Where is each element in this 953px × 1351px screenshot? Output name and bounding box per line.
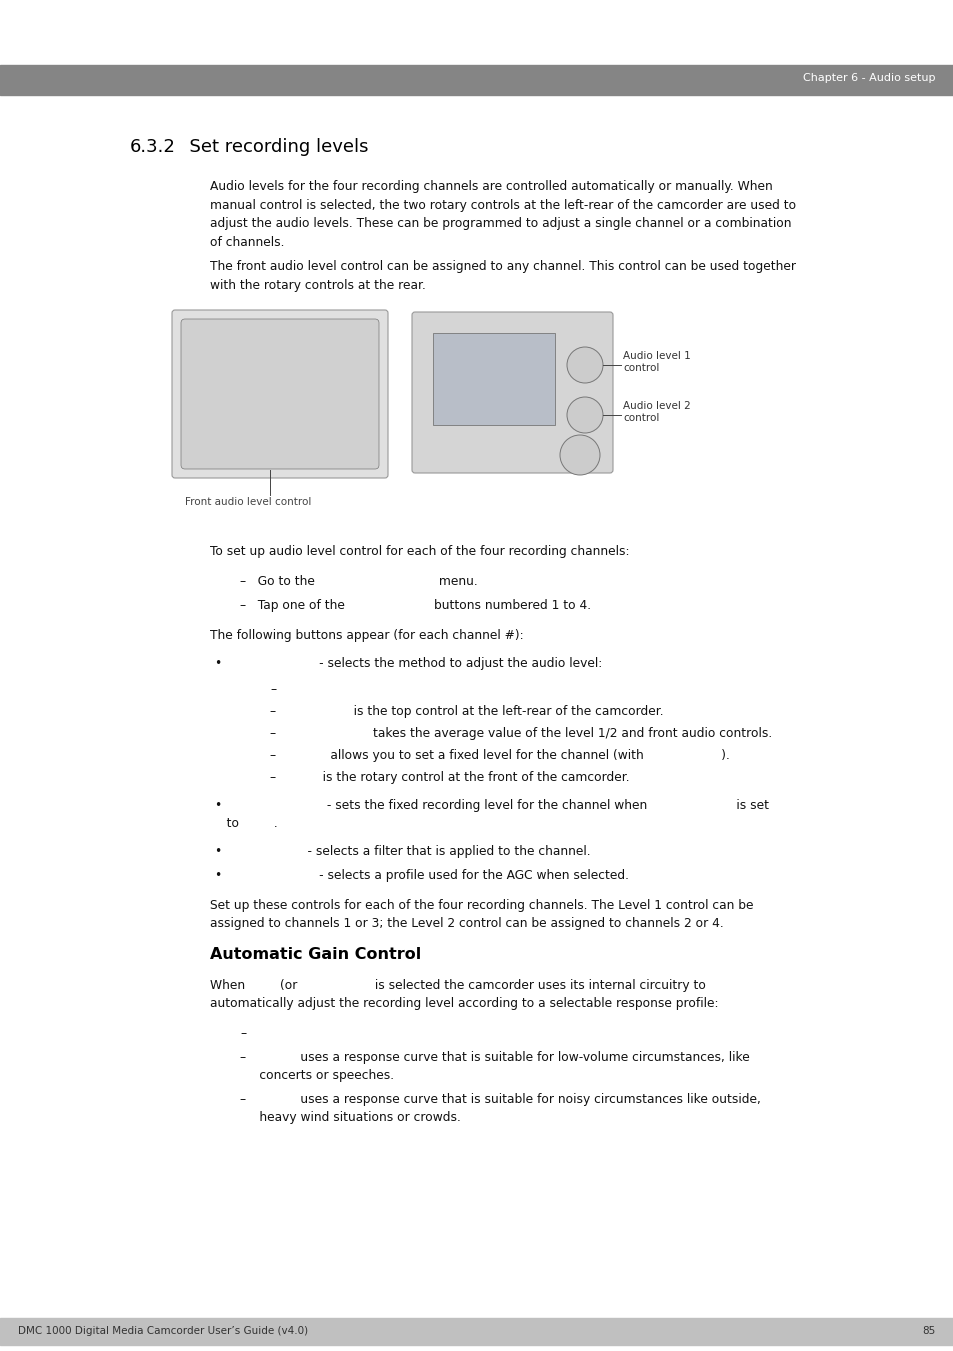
Bar (433, 332, 555, 426)
Circle shape (566, 397, 602, 434)
Text: –                         takes the average value of the level 1/2 and front aud: – takes the average value of the level 1… (270, 727, 771, 740)
Text: 85: 85 (922, 1325, 935, 1336)
Text: The following buttons appear (for each channel #):: The following buttons appear (for each c… (210, 630, 523, 642)
Text: To set up audio level control for each of the four recording channels:: To set up audio level control for each o… (210, 544, 629, 558)
Text: •                         - selects the method to adjust the audio level:: • - selects the method to adjust the aud… (214, 657, 601, 670)
Text: •                         - selects a profile used for the AGC when selected.: • - selects a profile used for the AGC w… (214, 869, 628, 882)
Text: Front audio level control: Front audio level control (185, 497, 311, 507)
Text: Set recording levels: Set recording levels (178, 138, 368, 155)
Text: Audio levels for the four recording channels are controlled automatically or man: Audio levels for the four recording chan… (210, 180, 796, 249)
Text: •                           - sets the fixed recording level for the channel whe: • - sets the fixed recording level for t… (214, 798, 768, 812)
FancyBboxPatch shape (412, 312, 613, 473)
Text: •                      - selects a filter that is applied to the channel.: • - selects a filter that is applied to … (214, 844, 590, 858)
Text: –   Tap one of the                       buttons numbered 1 to 4.: – Tap one of the buttons numbered 1 to 4… (240, 598, 591, 612)
FancyBboxPatch shape (181, 319, 378, 469)
Text: –: – (270, 684, 275, 696)
Text: DMC 1000 Digital Media Camcorder User’s Guide (v4.0): DMC 1000 Digital Media Camcorder User’s … (18, 1325, 308, 1336)
Text: to         .: to . (214, 817, 277, 830)
Text: automatically adjust the recording level according to a selectable response prof: automatically adjust the recording level… (210, 997, 718, 1011)
Text: –            is the rotary control at the front of the camcorder.: – is the rotary control at the front of … (270, 771, 629, 784)
Text: The front audio level control can be assigned to any channel. This control can b: The front audio level control can be ass… (210, 259, 795, 292)
Text: –              uses a response curve that is suitable for low-volume circumstanc: – uses a response curve that is suitable… (240, 1051, 749, 1082)
Text: –: – (240, 1027, 246, 1040)
Text: Chapter 6 - Audio setup: Chapter 6 - Audio setup (802, 73, 935, 82)
Bar (0, 65, 953, 95)
Text: Automatic Gain Control: Automatic Gain Control (210, 947, 421, 962)
Text: When         (or                    is selected the camcorder uses its internal : When (or is selected the camcorder uses … (210, 979, 705, 992)
Text: –   Go to the                                menu.: – Go to the menu. (240, 576, 477, 588)
Circle shape (566, 347, 602, 382)
FancyBboxPatch shape (172, 309, 388, 478)
Text: Audio level 1
control: Audio level 1 control (622, 351, 690, 373)
Bar (0, 1319, 953, 1346)
Text: 6.3.2: 6.3.2 (130, 138, 175, 155)
Text: –              uses a response curve that is suitable for noisy circumstances li: – uses a response curve that is suitable… (240, 1093, 760, 1124)
Text: –                    is the top control at the left-rear of the camcorder.: – is the top control at the left-rear of… (270, 705, 663, 717)
Text: –              allows you to set a fixed level for the channel (with            : – allows you to set a fixed level for th… (270, 748, 729, 762)
Text: Set up these controls for each of the four recording channels. The Level 1 contr: Set up these controls for each of the fo… (210, 898, 753, 931)
Circle shape (559, 435, 599, 476)
Text: Audio level 2
control: Audio level 2 control (622, 401, 690, 423)
